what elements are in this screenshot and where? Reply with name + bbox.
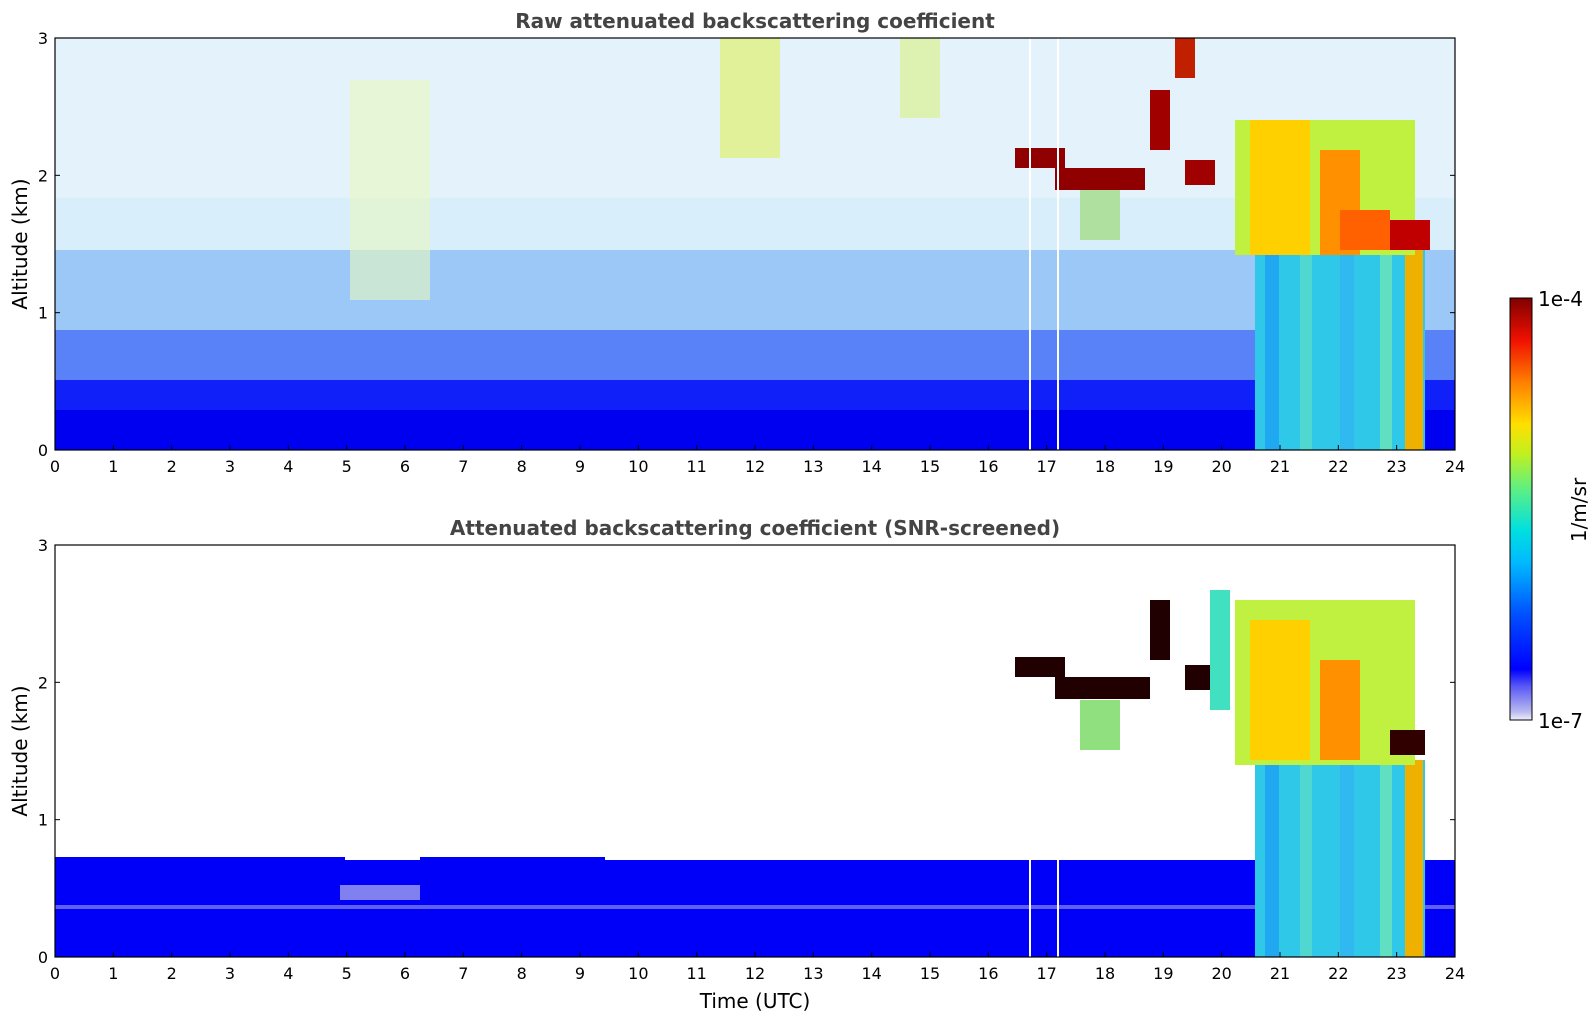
- y-tick-label: 0: [38, 948, 48, 967]
- colorbar-gradient: [1509, 297, 1533, 721]
- y-tick-label: 1: [38, 811, 48, 830]
- y-axis-label-screened: Altitude (km): [8, 685, 32, 816]
- x-tick-label: 20: [1211, 457, 1231, 476]
- y-ticks-screened: 0 1 2 3: [38, 536, 1455, 967]
- x-tick-label: 11: [686, 457, 706, 476]
- x-tick-label: 23: [1386, 457, 1406, 476]
- x-tick-label: 22: [1328, 964, 1348, 983]
- x-tick-label: 19: [1153, 964, 1173, 983]
- x-tick-label: 11: [686, 964, 706, 983]
- x-tick-label: 0: [50, 964, 60, 983]
- colorbar-max-label: 1e-4: [1538, 287, 1583, 311]
- x-tick-label: 19: [1153, 457, 1173, 476]
- x-tick-label: 0: [50, 457, 60, 476]
- screened-backscatter-panel: Attenuated backscattering coefficient (S…: [8, 516, 1465, 1013]
- panel-title-screened: Attenuated backscattering coefficient (S…: [450, 516, 1060, 540]
- x-tick-label: 16: [978, 457, 998, 476]
- x-tick-label: 15: [920, 457, 940, 476]
- y-axis-label-raw: Altitude (km): [8, 178, 32, 309]
- x-tick-label: 10: [628, 457, 648, 476]
- colorbar-min-label: 1e-7: [1538, 709, 1583, 733]
- x-tick-label: 4: [283, 457, 293, 476]
- x-tick-label: 17: [1036, 457, 1056, 476]
- x-tick-label: 22: [1328, 457, 1348, 476]
- x-ticks-screened: 0 1 2 3 4 5 6 7 8 9 10 11 12 13 14 15 16 17 18 19 20 21 22 23 24: [50, 952, 1465, 983]
- x-tick-label: 1: [108, 964, 118, 983]
- x-tick-label: 4: [283, 964, 293, 983]
- x-tick-label: 1: [108, 457, 118, 476]
- heatmap-screened: [55, 545, 1455, 957]
- raw-backscatter-panel: Raw attenuated backscattering coefficien…: [8, 9, 1465, 476]
- x-tick-label: 20: [1211, 964, 1231, 983]
- x-tick-label: 12: [745, 964, 765, 983]
- x-tick-label: 21: [1270, 964, 1290, 983]
- x-tick-label: 17: [1036, 964, 1056, 983]
- x-tick-label: 12: [745, 457, 765, 476]
- x-tick-label: 13: [803, 457, 823, 476]
- x-tick-label: 23: [1386, 964, 1406, 983]
- x-tick-label: 14: [861, 457, 881, 476]
- x-tick-label: 8: [517, 964, 527, 983]
- y-tick-label: 0: [38, 441, 48, 460]
- x-tick-label: 9: [575, 964, 585, 983]
- y-tick-label: 3: [38, 536, 48, 555]
- colorbar: 1e-4 1e-7 1/m/sr: [1509, 287, 1591, 733]
- x-tick-label: 9: [575, 457, 585, 476]
- x-tick-label: 10: [628, 964, 648, 983]
- x-tick-label: 8: [517, 457, 527, 476]
- x-tick-label: 24: [1445, 964, 1465, 983]
- y-tick-label: 2: [38, 673, 48, 692]
- x-tick-label: 18: [1095, 964, 1115, 983]
- x-tick-label: 6: [400, 457, 410, 476]
- panel-title-raw: Raw attenuated backscattering coefficien…: [515, 9, 995, 33]
- y-ticks-raw: 0 1 2 3: [38, 29, 1455, 460]
- colorbar-unit-label: 1/m/sr: [1567, 477, 1591, 542]
- heatmap-raw: [55, 38, 1455, 450]
- x-tick-label: 5: [342, 964, 352, 983]
- y-tick-label: 3: [38, 29, 48, 48]
- x-tick-label: 14: [861, 964, 881, 983]
- x-tick-label: 3: [225, 457, 235, 476]
- x-axis-label: Time (UTC): [699, 989, 811, 1013]
- x-tick-label: 2: [167, 457, 177, 476]
- x-tick-label: 2: [167, 964, 177, 983]
- x-tick-label: 7: [458, 457, 468, 476]
- x-tick-label: 16: [978, 964, 998, 983]
- x-tick-label: 18: [1095, 457, 1115, 476]
- x-tick-label: 24: [1445, 457, 1465, 476]
- x-tick-label: 5: [342, 457, 352, 476]
- x-tick-label: 6: [400, 964, 410, 983]
- y-tick-label: 1: [38, 304, 48, 323]
- x-tick-label: 3: [225, 964, 235, 983]
- x-tick-label: 7: [458, 964, 468, 983]
- y-tick-label: 2: [38, 166, 48, 185]
- x-ticks-raw: 0 1 2 3 4 5 6 7 8 9 10 11 12 13 14 15 16 17 18 19 20 21 22 23 24: [50, 445, 1465, 476]
- x-tick-label: 13: [803, 964, 823, 983]
- x-tick-label: 15: [920, 964, 940, 983]
- x-tick-label: 21: [1270, 457, 1290, 476]
